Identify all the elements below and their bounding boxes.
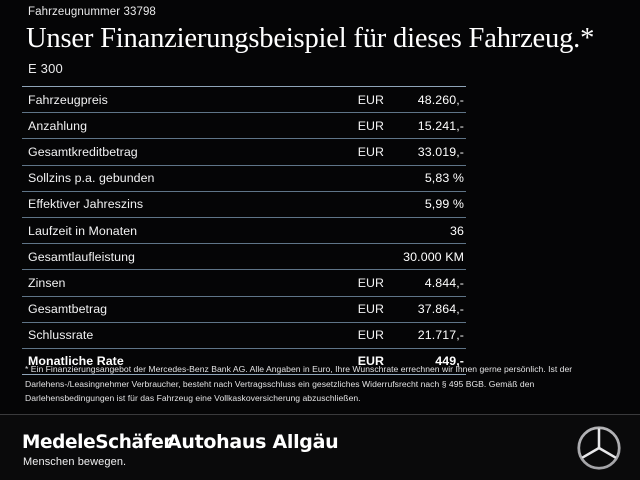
row-value: 30.000 KM xyxy=(403,249,464,264)
row-value: 5,99 % xyxy=(424,197,464,212)
table-row: Zinsen EUR 4.844,- xyxy=(22,270,466,297)
table-top-rule xyxy=(22,86,466,87)
table-row: Gesamtlaufleistung 30.000 KM xyxy=(22,244,466,271)
vehicle-model: E 300 xyxy=(28,61,63,76)
row-value: 449,- xyxy=(435,354,464,369)
financing-table: Fahrzeugpreis EUR 48.260,- Anzahlung EUR 15.2… xyxy=(22,86,466,376)
table-row: Gesamtkreditbetrag EUR 33.019,- xyxy=(22,139,466,166)
row-label: Gesamtkreditbetrag xyxy=(28,144,138,159)
legal-footnote: * Ein Finanzierungsangebot der Mercedes-… xyxy=(25,364,573,404)
table-body: Fahrzeugpreis EUR 48.260,- Anzahlung EUR 15.2… xyxy=(22,87,466,376)
mercedes-star-icon xyxy=(577,426,621,470)
row-label: Schlussrate xyxy=(28,328,94,343)
table-row: Monatliche Rate EUR 449,- xyxy=(22,349,466,376)
table-row: Sollzins p.a. gebunden 5,83 % xyxy=(22,166,466,192)
row-value: 15.241,- xyxy=(417,118,464,133)
dealer-logo-medeleschaefer: MedeleSchäfer xyxy=(22,432,173,453)
table-row: Fahrzeugpreis EUR 48.260,- xyxy=(22,87,466,114)
table-row: Gesamtbetrag EUR 37.864,- xyxy=(22,297,466,323)
row-value: 48.260,- xyxy=(417,92,464,107)
footer-divider xyxy=(0,414,640,415)
row-value: 33.019,- xyxy=(417,144,464,159)
vehicle-number: Fahrzeugnummer 33798 xyxy=(28,6,156,18)
table-row: Effektiver Jahreszins 5,99 % xyxy=(22,192,466,218)
row-label: Fahrzeugpreis xyxy=(28,92,108,107)
table-row: Schlussrate EUR 21.717,- xyxy=(22,323,466,349)
row-currency: EUR xyxy=(357,302,384,317)
table-row: Laufzeit in Monaten 36 xyxy=(22,218,466,245)
table-row: Anzahlung EUR 15.241,- xyxy=(22,113,466,140)
row-value: 4.844,- xyxy=(424,275,464,290)
row-label: Effektiver Jahreszins xyxy=(28,197,144,212)
row-label: Sollzins p.a. gebunden xyxy=(28,171,155,186)
page-title: Unser Finanzierungsbeispiel für dieses F… xyxy=(26,23,595,54)
dealer-logo-autohaus-allgaeu: Autohaus Allgäu xyxy=(167,431,339,453)
row-label: Zinsen xyxy=(28,275,66,290)
row-label: Anzahlung xyxy=(28,118,88,133)
row-currency: EUR xyxy=(357,144,384,159)
dealer-tagline: Menschen bewegen. xyxy=(23,456,127,468)
row-label: Monatliche Rate xyxy=(28,354,124,369)
row-currency: EUR xyxy=(357,328,384,343)
row-value: 5,83 % xyxy=(424,171,464,186)
row-value: 21.717,- xyxy=(417,328,464,343)
row-value: 36 xyxy=(450,223,464,238)
footer: MedeleSchäfer Menschen bewegen. Autohaus… xyxy=(0,415,640,480)
row-currency: EUR xyxy=(357,275,384,290)
row-currency: EUR xyxy=(357,118,384,133)
row-value: 37.864,- xyxy=(417,302,464,317)
row-label: Gesamtbetrag xyxy=(28,302,108,317)
row-label: Gesamtlaufleistung xyxy=(28,249,135,264)
row-currency: EUR xyxy=(357,354,384,369)
row-label: Laufzeit in Monaten xyxy=(28,223,138,238)
row-currency: EUR xyxy=(357,92,384,107)
